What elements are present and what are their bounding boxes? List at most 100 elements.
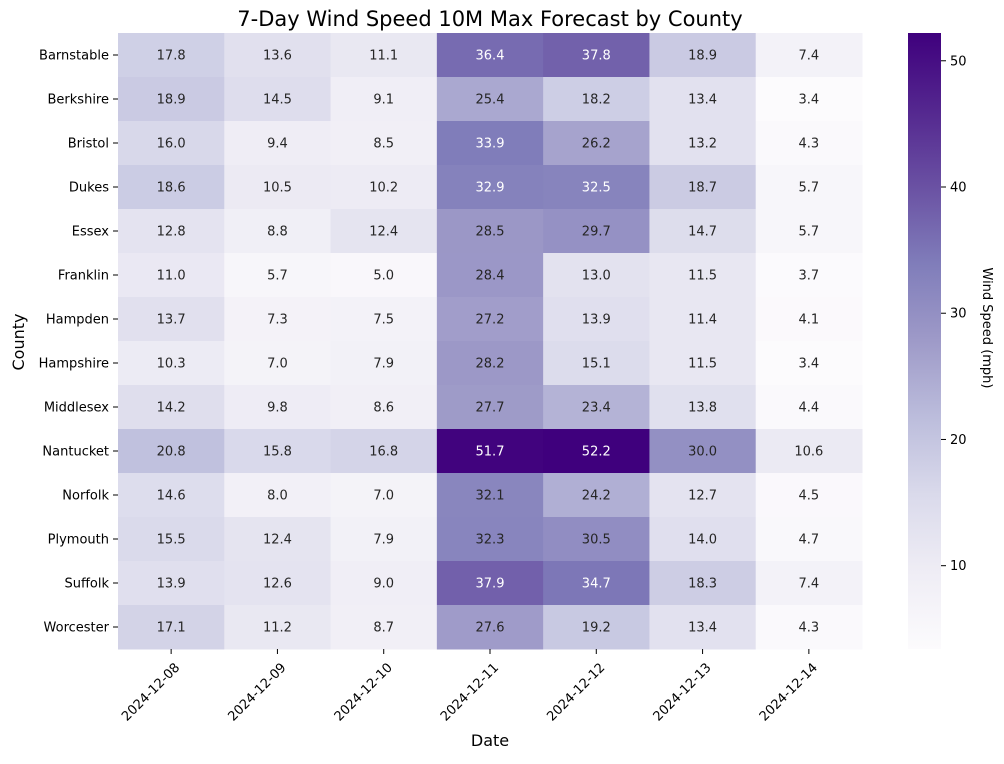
- heatmap-cell: [118, 77, 225, 122]
- heatmap-cell: [330, 165, 438, 210]
- cell-value-label: 4.7: [799, 533, 820, 548]
- cell-value-label: 7.0: [373, 489, 394, 504]
- heatmap-cell: [436, 605, 544, 650]
- heatmap-cell: [436, 209, 544, 254]
- cell-value-label: 4.5: [799, 489, 820, 504]
- colorbar-label: Wind Speed (mph): [979, 268, 994, 389]
- heatmap-cell: [330, 473, 438, 518]
- heatmap-cell: [543, 517, 650, 562]
- heatmap-cell: [224, 473, 332, 518]
- heatmap-cell: [436, 517, 544, 562]
- heatmap-cell: [330, 561, 438, 606]
- y-tick-label: Barnstable: [39, 49, 109, 64]
- cell-value-label: 4.3: [799, 137, 820, 152]
- heatmap-cell: [755, 209, 863, 254]
- colorbar: [908, 33, 941, 649]
- cell-value-label: 10.3: [157, 357, 186, 372]
- cell-value-label: 51.7: [476, 445, 505, 460]
- cell-value-label: 18.3: [688, 577, 717, 592]
- heatmap-cell: [436, 253, 544, 298]
- cell-value-label: 32.1: [476, 489, 505, 504]
- cell-value-label: 14.0: [688, 533, 717, 548]
- heatmap-cell: [224, 561, 332, 606]
- cell-value-label: 13.9: [157, 577, 186, 592]
- cell-value-label: 27.7: [476, 401, 505, 416]
- cell-value-label: 3.4: [799, 93, 820, 108]
- y-tick-label: Berkshire: [48, 93, 109, 108]
- heatmap-cell: [649, 77, 757, 122]
- cell-value-label: 8.5: [373, 137, 394, 152]
- colorbar-ticks: 10 20 30 40 50: [941, 54, 967, 574]
- cell-value-label: 11.4: [688, 313, 717, 328]
- y-tick-label: Hampden: [46, 313, 109, 328]
- heatmap-cell: [436, 561, 544, 606]
- heatmap-cell: [330, 253, 438, 298]
- x-tick-label: 2024-12-10: [332, 660, 396, 724]
- colorbar-tick-label: 40: [950, 181, 967, 196]
- heatmap-cell: [755, 77, 863, 122]
- cell-value-label: 7.9: [373, 357, 394, 372]
- cell-value-label: 15.5: [157, 533, 186, 548]
- heatmap-cell: [755, 517, 863, 562]
- y-tick-label: Plymouth: [48, 533, 109, 548]
- y-tick-label: Worcester: [44, 621, 110, 636]
- cell-value-label: 5.0: [373, 269, 394, 284]
- heatmap-cells: [118, 33, 863, 650]
- heatmap-cell: [649, 385, 757, 430]
- cell-labels: 17.8 13.6 11.1 36.4 37.8 18.9 7.4 18.9 14.5 9.1 25…: [157, 49, 824, 636]
- heatmap-cell: [330, 121, 438, 166]
- heatmap-cell: [436, 297, 544, 342]
- heatmap-cell: [118, 605, 225, 650]
- cell-value-label: 30.0: [688, 445, 717, 460]
- cell-value-label: 4.1: [799, 313, 820, 328]
- cell-value-label: 18.7: [688, 181, 717, 196]
- heatmap-cell: [649, 33, 757, 78]
- chart-title: 7-Day Wind Speed 10M Max Forecast by Cou…: [237, 7, 742, 31]
- heatmap-cell: [118, 165, 225, 210]
- y-tick-label: Suffolk: [64, 577, 109, 592]
- cell-value-label: 29.7: [582, 225, 611, 240]
- heatmap-cell: [118, 341, 225, 386]
- y-tick-label: Essex: [72, 225, 110, 240]
- heatmap-cell: [224, 209, 332, 254]
- cell-value-label: 10.6: [794, 445, 823, 460]
- cell-value-label: 28.5: [476, 225, 505, 240]
- heatmap-cell: [224, 253, 332, 298]
- heatmap-cell: [543, 77, 650, 122]
- heatmap-cell: [224, 33, 332, 78]
- heatmap-cell: [436, 33, 544, 78]
- heatmap-cell: [755, 473, 863, 518]
- cell-value-label: 3.4: [799, 357, 820, 372]
- heatmap-cell: [543, 165, 650, 210]
- x-axis-label: Date: [471, 731, 509, 750]
- cell-value-label: 13.2: [688, 137, 717, 152]
- heatmap-cell: [224, 77, 332, 122]
- cell-value-label: 7.9: [373, 533, 394, 548]
- cell-value-label: 13.6: [263, 49, 292, 64]
- heatmap-cell: [330, 341, 438, 386]
- heatmap-cell: [118, 33, 225, 78]
- heatmap-cell: [330, 517, 438, 562]
- heatmap-cell: [118, 209, 225, 254]
- heatmap-cell: [330, 429, 438, 474]
- cell-value-label: 9.8: [267, 401, 288, 416]
- cell-value-label: 32.5: [582, 181, 611, 196]
- cell-value-label: 28.2: [476, 357, 505, 372]
- cell-value-label: 15.8: [263, 445, 292, 460]
- cell-value-label: 19.2: [582, 621, 611, 636]
- cell-value-label: 32.9: [476, 181, 505, 196]
- cell-value-label: 8.7: [373, 621, 394, 636]
- cell-value-label: 4.3: [799, 621, 820, 636]
- x-tick-label: 2024-12-09: [225, 660, 289, 724]
- colorbar-tick-label: 30: [950, 307, 967, 322]
- heatmap-cell: [118, 297, 225, 342]
- cell-value-label: 36.4: [476, 49, 505, 64]
- cell-value-label: 18.9: [688, 49, 717, 64]
- heatmap-cell: [543, 253, 650, 298]
- heatmap-cell: [543, 341, 650, 386]
- cell-value-label: 8.6: [373, 401, 394, 416]
- heatmap-cell: [649, 473, 757, 518]
- heatmap-cell: [755, 561, 863, 606]
- heatmap-cell: [436, 77, 544, 122]
- cell-value-label: 14.2: [157, 401, 186, 416]
